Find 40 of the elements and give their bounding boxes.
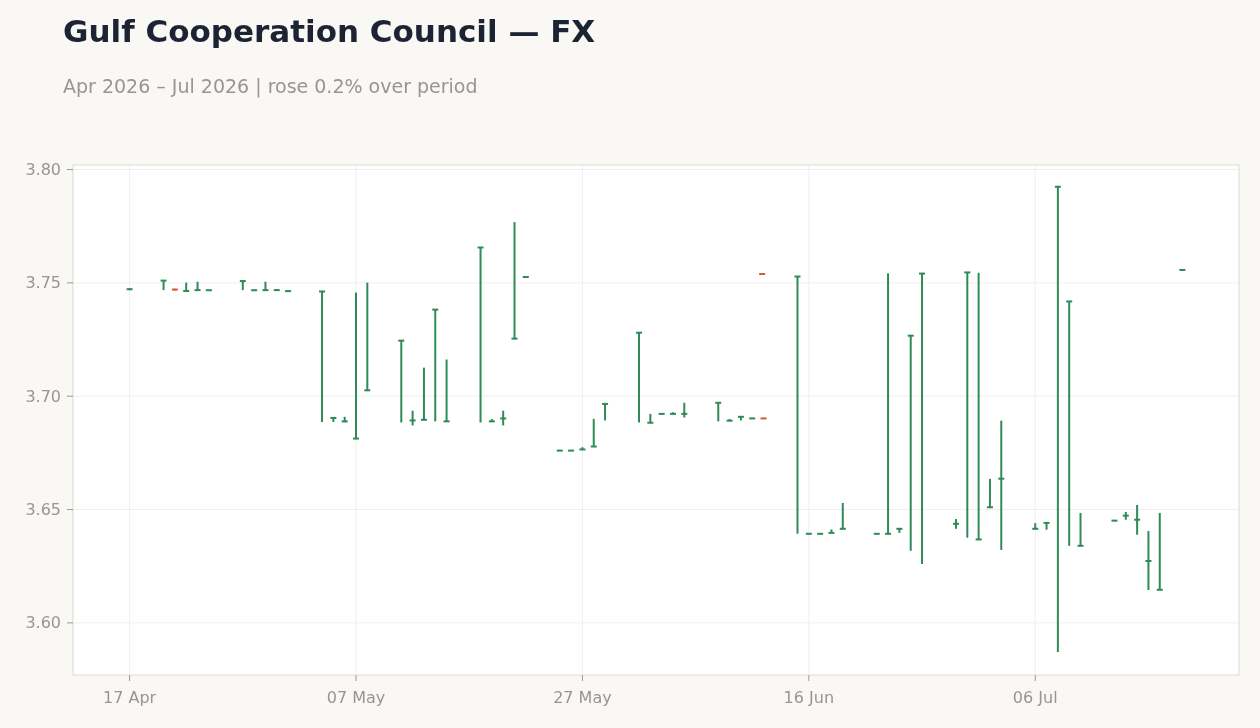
candlestick — [975, 271, 982, 541]
candlestick — [1077, 511, 1084, 548]
candlestick — [443, 358, 450, 423]
candlestick — [1066, 300, 1073, 547]
candlestick — [432, 308, 439, 423]
candlestick — [919, 272, 926, 565]
candlestick — [353, 291, 360, 441]
candlestick — [839, 501, 846, 531]
candlestick — [511, 221, 518, 341]
candlestick — [364, 281, 371, 392]
y-tick-label: 3.65 — [25, 500, 61, 520]
candlestick — [885, 272, 892, 536]
chart-title: Gulf Cooperation Council — FX — [63, 13, 596, 49]
candlestick — [636, 331, 643, 424]
candlestick — [420, 366, 427, 422]
candlestick — [715, 401, 722, 423]
candlestick — [398, 339, 405, 424]
candlestick — [998, 419, 1005, 551]
y-tick-label: 3.60 — [25, 613, 61, 633]
candlestick — [590, 417, 597, 448]
y-tick-label: 3.75 — [25, 273, 61, 293]
x-tick-label: 17 Apr — [103, 688, 157, 707]
candlestick — [1054, 185, 1061, 654]
y-tick-label: 3.70 — [25, 386, 61, 406]
candlestick — [1134, 504, 1141, 536]
candlestick — [794, 275, 801, 535]
candlestick — [681, 401, 688, 419]
x-tick-label: 06 Jul — [1012, 688, 1058, 707]
candlestick — [1156, 511, 1163, 592]
candlestick — [907, 334, 914, 552]
candlestick — [477, 246, 484, 424]
x-tick-label: 07 May — [326, 688, 386, 707]
candlestick — [964, 270, 971, 539]
x-tick-label: 16 Jun — [783, 688, 835, 707]
chart-subtitle: Apr 2026 – Jul 2026 | rose 0.2% over period — [63, 75, 478, 98]
candlestick — [1145, 530, 1152, 591]
candlestick — [986, 477, 993, 509]
candlestick — [319, 290, 326, 424]
y-tick-label: 3.80 — [25, 160, 61, 180]
x-tick-label: 27 May — [553, 688, 612, 707]
